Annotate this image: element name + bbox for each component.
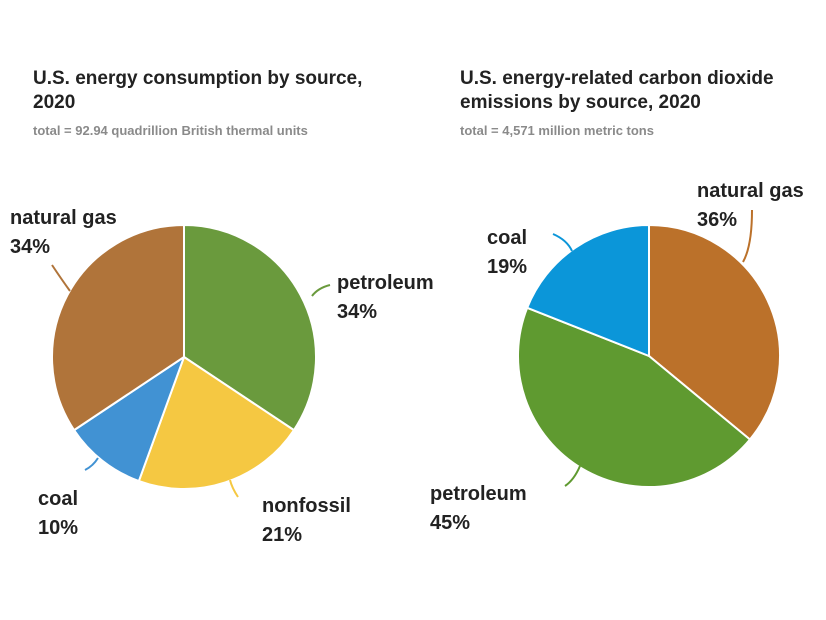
slice-value-label: 10% [38, 517, 78, 539]
leader-line [564, 465, 581, 487]
slice-label: nonfossil [262, 495, 351, 517]
leader-line [311, 284, 331, 297]
pie-slice-nonfossil [137, 356, 295, 490]
leader-line [742, 209, 753, 263]
slice-value-label: 34% [10, 236, 50, 258]
slice-label: coal [487, 227, 527, 249]
slice-label: petroleum [430, 483, 527, 505]
chart-title: U.S. energy consumption by source, 2020 [33, 68, 363, 113]
chart-co2-emissions: U.S. energy-related carbon dioxide emiss… [413, 0, 826, 620]
leader-line [51, 264, 71, 292]
chart-subtitle: total = 4,571 million metric tons [460, 123, 654, 138]
chart-subtitle: total = 92.94 quadrillion British therma… [33, 123, 308, 138]
slice-value-label: 45% [430, 512, 470, 534]
slice-label: natural gas [697, 180, 804, 202]
pie-slice-natural-gas [648, 224, 781, 441]
chart-energy-consumption: U.S. energy consumption by source, 2020 … [33, 68, 363, 138]
pie-slice-coal [526, 224, 650, 357]
leader-line [552, 233, 573, 252]
slice-value-label: 21% [262, 524, 302, 546]
leader-line [84, 457, 99, 471]
leader-line [229, 479, 239, 498]
slice-value-label: 36% [697, 209, 737, 231]
slice-value-label: 19% [487, 256, 527, 278]
pie-slice-coal [73, 356, 185, 483]
chart-title: U.S. energy-related carbon dioxide emiss… [460, 68, 774, 113]
pie-slice-natural-gas [51, 224, 185, 432]
slice-label: petroleum [337, 272, 434, 294]
pie-slice-petroleum [517, 306, 751, 488]
slice-value-label: 34% [337, 301, 377, 323]
slice-label: coal [38, 488, 78, 510]
slice-label: natural gas [10, 207, 117, 229]
